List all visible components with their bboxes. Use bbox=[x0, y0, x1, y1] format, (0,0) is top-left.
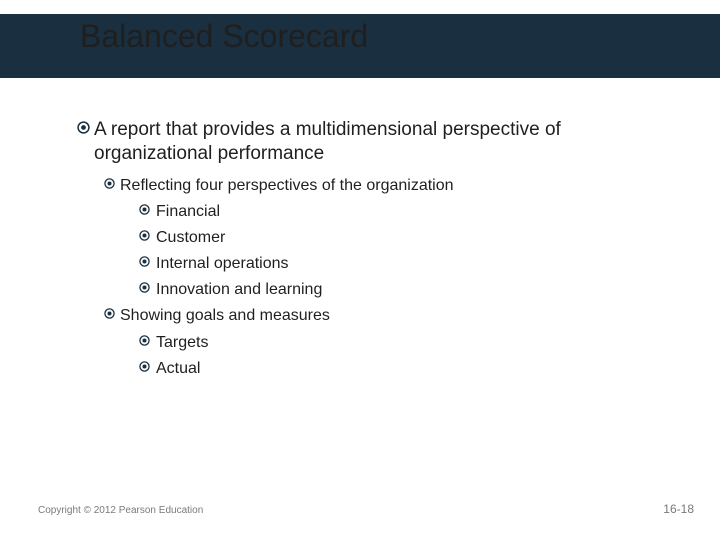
bullet-level3: Customer bbox=[132, 228, 680, 249]
bullet-level3: Innovation and learning bbox=[132, 280, 680, 301]
l3-text: Innovation and learning bbox=[156, 280, 322, 301]
target-bullet-icon bbox=[72, 121, 94, 134]
target-bullet-icon bbox=[132, 361, 156, 372]
footer-copyright: Copyright © 2012 Pearson Education bbox=[38, 505, 203, 516]
target-bullet-icon bbox=[132, 256, 156, 267]
bullet-level3: Internal operations bbox=[132, 254, 680, 275]
l3-text: Customer bbox=[156, 228, 225, 249]
bullet-level3: Financial bbox=[132, 202, 680, 223]
l3-text: Actual bbox=[156, 359, 200, 380]
target-bullet-icon bbox=[132, 204, 156, 215]
bullet-level3: Targets bbox=[132, 333, 680, 354]
l2-text: Reflecting four perspectives of the orga… bbox=[120, 176, 454, 197]
bullet-level2: Reflecting four perspectives of the orga… bbox=[98, 176, 680, 197]
bullet-level3: Actual bbox=[132, 359, 680, 380]
sub-group-1: Reflecting four perspectives of the orga… bbox=[72, 176, 680, 301]
l2-text: Showing goals and measures bbox=[120, 306, 330, 327]
bullet-level2: Showing goals and measures bbox=[98, 306, 680, 327]
l3-text: Internal operations bbox=[156, 254, 289, 275]
slide-title: Balanced Scorecard bbox=[80, 18, 368, 55]
target-bullet-icon bbox=[132, 282, 156, 293]
bullet-level1: A report that provides a multidimensiona… bbox=[72, 118, 680, 166]
l3-text: Financial bbox=[156, 202, 220, 223]
footer-page-number: 16-18 bbox=[663, 502, 694, 516]
target-bullet-icon bbox=[98, 308, 120, 319]
target-bullet-icon bbox=[132, 335, 156, 346]
target-bullet-icon bbox=[98, 178, 120, 189]
target-bullet-icon bbox=[132, 230, 156, 241]
sub-group-2: Showing goals and measures Targets Actua… bbox=[72, 306, 680, 379]
l1-text: A report that provides a multidimensiona… bbox=[94, 118, 680, 166]
slide-content: A report that provides a multidimensiona… bbox=[72, 118, 680, 386]
l3-text: Targets bbox=[156, 333, 208, 354]
